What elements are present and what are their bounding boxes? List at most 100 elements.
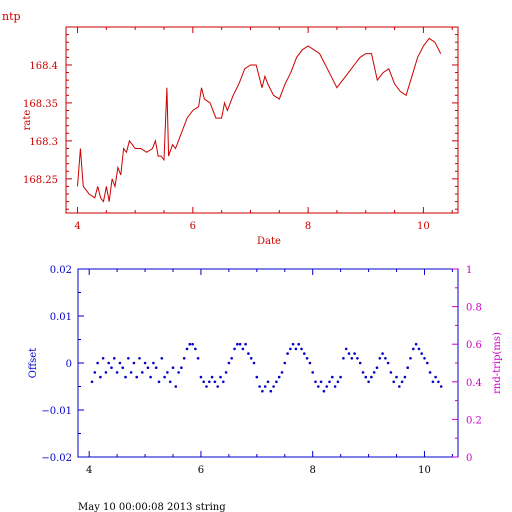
offset-y-tick-label: 0.01 — [50, 312, 72, 323]
round-trip-tick-label: 0 — [466, 453, 472, 464]
rate-axis-label: rate — [22, 110, 33, 131]
offset-point — [414, 342, 418, 346]
offset-point — [283, 361, 287, 365]
offset-point — [300, 347, 303, 351]
offset-point — [149, 375, 152, 379]
offset-point — [182, 357, 186, 360]
offset-point — [249, 357, 253, 360]
offset-point — [378, 357, 382, 360]
offset-point — [381, 352, 384, 355]
offset-point — [222, 380, 225, 384]
offset-point — [160, 357, 164, 360]
offset-point — [395, 375, 398, 379]
offset-point — [188, 342, 192, 346]
offset-point — [174, 385, 178, 388]
offset-y-tick-label: −0.02 — [41, 453, 72, 464]
rate-y-tick-label: 168.35 — [23, 99, 58, 110]
offset-point — [272, 385, 275, 388]
offset-point — [308, 361, 312, 365]
offset-point — [143, 361, 147, 365]
rate-axis-ticks: 4 6 8 10 168.25 168.3 168.35 168.4 — [23, 27, 458, 232]
offset-point — [171, 366, 175, 370]
offset-point — [420, 352, 424, 355]
offset-x-tick-label: 4 — [86, 465, 92, 476]
offset-point — [314, 380, 317, 384]
offset-point — [132, 361, 136, 365]
offset-point — [389, 371, 393, 374]
offset-point — [157, 380, 161, 384]
offset-point — [289, 347, 292, 351]
offset-point — [258, 385, 261, 388]
offset-point — [361, 371, 365, 374]
offset-point — [322, 389, 326, 393]
offset-point — [325, 385, 329, 388]
offset-point — [185, 347, 189, 351]
offset-point — [392, 380, 396, 384]
rate-panel: ntp 4 6 8 10 168.25 168.3 168.35 168.4 rate Dat… — [2, 10, 459, 247]
offset-point — [241, 347, 245, 351]
offset-point — [141, 371, 144, 374]
rate-x-tick-label: 10 — [417, 221, 430, 232]
offset-point — [227, 361, 231, 365]
rate-y-tick-label: 168.25 — [23, 175, 58, 186]
rate-plot-frame — [65, 26, 459, 214]
offset-point — [180, 366, 183, 370]
offset-point — [110, 366, 113, 370]
offset-point — [216, 385, 219, 388]
offset-point — [437, 380, 440, 384]
offset-point — [107, 361, 110, 365]
offset-point — [417, 347, 421, 351]
offset-point — [356, 357, 359, 360]
offset-point — [247, 352, 250, 355]
offset-point — [331, 375, 334, 379]
offset-point — [152, 361, 155, 365]
offset-point — [233, 347, 236, 351]
rate-x-tick-label: 8 — [305, 221, 311, 232]
chart-title: ntp — [2, 10, 21, 23]
offset-point — [127, 357, 130, 360]
offset-point — [291, 342, 295, 346]
offset-point — [177, 371, 180, 374]
offset-point — [124, 375, 127, 379]
offset-point — [342, 357, 345, 360]
offset-point — [328, 380, 331, 384]
offset-point — [166, 371, 169, 374]
offset-point — [400, 380, 404, 384]
offset-point — [286, 352, 289, 355]
offset-point — [439, 385, 443, 388]
offset-point — [311, 371, 315, 374]
offset-point — [294, 347, 298, 351]
offset-point — [129, 371, 133, 374]
round-trip-tick-label: 0.2 — [466, 415, 482, 426]
offset-point — [370, 375, 373, 379]
offset-y-tick-label: 0.02 — [50, 265, 72, 276]
offset-point — [115, 371, 119, 374]
offset-point — [333, 385, 337, 388]
offset-point — [372, 371, 376, 374]
offset-point — [138, 357, 141, 360]
rate-x-tick-label: 6 — [190, 221, 196, 232]
offset-point — [434, 375, 437, 379]
offset-point — [280, 371, 284, 374]
offset-point — [406, 366, 410, 370]
offset-panel: 4 6 8 10 −0.02 −0.01 0 0.01 0.02 0 0.2 0.4 0.6 0.8 1 O… — [28, 265, 503, 476]
rate-series-line — [77, 37, 442, 203]
offset-point — [423, 357, 426, 360]
offset-point — [194, 347, 197, 351]
offset-point — [339, 375, 342, 379]
offset-point — [364, 375, 368, 379]
offset-point — [263, 385, 267, 388]
offset-point — [238, 342, 242, 346]
date-axis-label: Date — [257, 236, 281, 247]
offset-point — [208, 380, 211, 384]
offset-point — [386, 361, 390, 365]
offset-point — [412, 347, 415, 351]
offset-point — [303, 352, 306, 355]
round-trip-tick-label: 1 — [466, 265, 472, 276]
offset-point — [358, 361, 362, 365]
offset-axis-ticks: 4 6 8 10 −0.02 −0.01 0 0.01 0.02 0 0.2 0.4 0.6 0.8 1 — [41, 265, 482, 476]
offset-point — [353, 352, 356, 355]
offset-point — [426, 361, 429, 365]
offset-point — [104, 371, 108, 374]
